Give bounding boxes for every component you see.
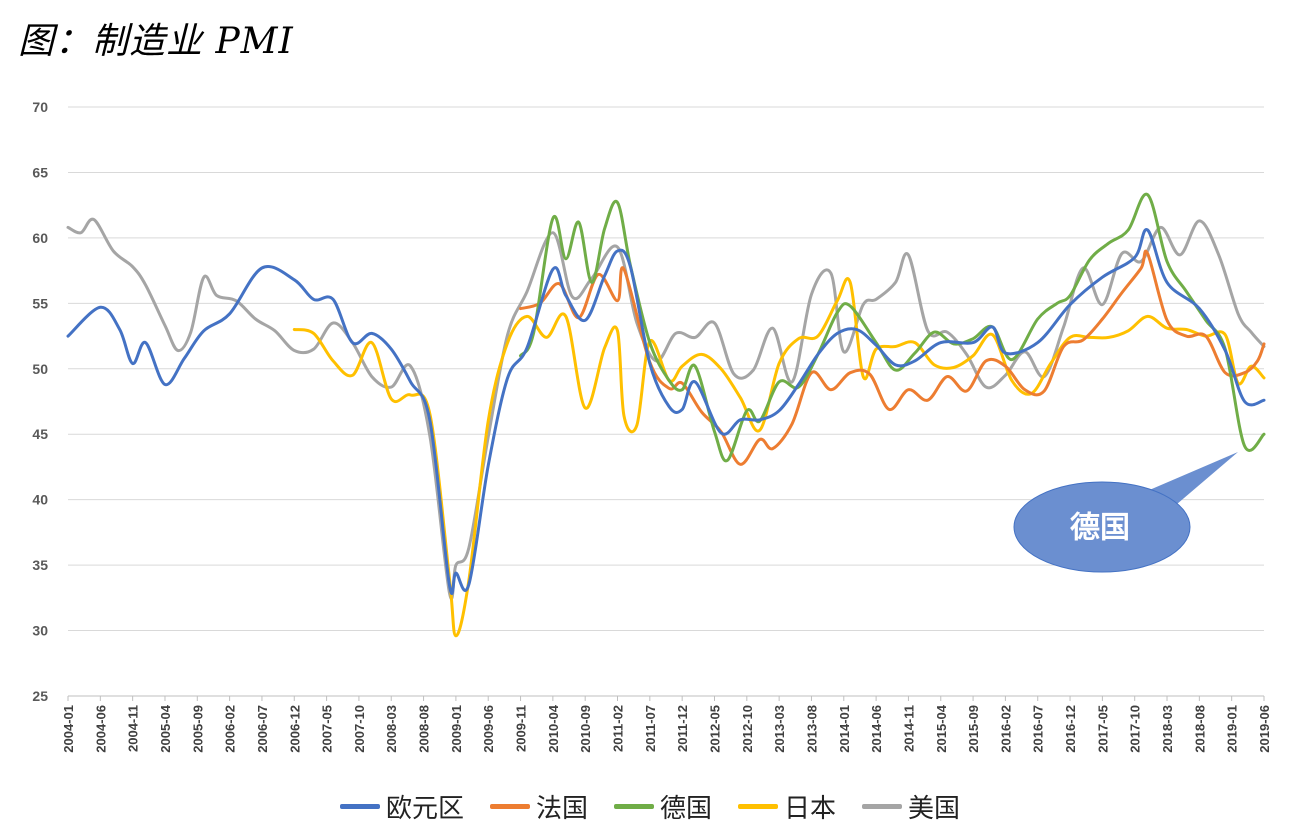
legend-item: 德国 <box>613 788 712 825</box>
legend-item: 欧元区 <box>339 788 464 825</box>
x-tick-label: 2007-10 <box>352 705 367 753</box>
y-tick-label: 25 <box>32 688 48 704</box>
y-tick-label: 35 <box>32 557 48 573</box>
y-tick-label: 70 <box>32 99 48 115</box>
legend-label: 美国 <box>908 794 961 824</box>
x-tick-label: 2011-07 <box>643 705 658 752</box>
series-line-1 <box>66 228 1266 595</box>
x-tick-label: 2005-04 <box>158 704 173 752</box>
x-tick-label: 2008-03 <box>384 705 399 753</box>
x-tick-label: 2015-04 <box>934 704 949 752</box>
y-tick-label: 60 <box>32 230 48 246</box>
legend-item: 日本 <box>738 788 836 825</box>
x-tick-label: 2018-08 <box>1192 705 1207 753</box>
x-tick-label: 2010-04 <box>546 704 561 752</box>
x-axis: 2004-01 2004-06 2004-11 2005-04 2005-09 2006-… <box>61 696 1272 753</box>
x-tick-label: 2014-11 <box>901 705 916 752</box>
y-tick-label: 30 <box>32 623 48 639</box>
x-tick-label: 2019-01 <box>1225 705 1240 753</box>
x-tick-label: 2016-12 <box>1063 705 1078 753</box>
x-tick-label: 2014-01 <box>837 705 852 753</box>
legend-swatch <box>862 804 903 809</box>
x-tick-label: 2013-03 <box>772 705 787 753</box>
x-tick-label: 2017-10 <box>1128 705 1143 753</box>
chart-title: 图：制造业 PMI <box>18 21 294 62</box>
x-tick-label: 2011-12 <box>675 705 690 752</box>
x-tick-label: 2012-05 <box>707 705 722 753</box>
x-tick-label: 2009-06 <box>481 705 496 753</box>
x-tick-label: 2019-06 <box>1257 705 1272 753</box>
x-tick-label: 2007-05 <box>320 705 335 753</box>
x-tick-label: 2018-03 <box>1160 705 1175 753</box>
x-tick-label: 2009-11 <box>514 705 529 752</box>
y-tick-label: 45 <box>32 426 48 442</box>
x-tick-label: 2008-08 <box>417 705 432 753</box>
x-tick-label: 2009-01 <box>449 705 464 753</box>
legend-label: 欧元区 <box>385 794 464 824</box>
y-tick-label: 65 <box>32 164 48 180</box>
gridlines <box>68 106 1264 697</box>
legend-swatch <box>339 804 380 809</box>
germany-callout: 德国 <box>1013 452 1238 573</box>
y-tick-label: 40 <box>32 492 48 508</box>
x-tick-label: 2006-12 <box>287 705 302 753</box>
legend-swatch <box>613 804 654 809</box>
legend-item: 美国 <box>862 788 960 825</box>
x-tick-label: 2016-07 <box>1031 705 1046 753</box>
legend-label: 法国 <box>535 794 588 824</box>
series-line-3 <box>519 192 1266 463</box>
legend-swatch <box>489 804 530 809</box>
x-tick-label: 2017-05 <box>1095 705 1110 753</box>
x-tick-label: 2013-08 <box>804 705 819 753</box>
x-tick-label: 2005-09 <box>190 705 205 753</box>
x-tick-label: 2012-10 <box>740 705 755 753</box>
x-tick-label: 2006-02 <box>223 705 238 753</box>
x-tick-label: 2004-01 <box>61 705 76 753</box>
series-line-4 <box>292 277 1266 638</box>
x-tick-label: 2006-07 <box>255 705 270 753</box>
x-tick-label: 2014-06 <box>869 705 884 753</box>
y-tick-label: 55 <box>32 295 48 311</box>
legend-label: 德国 <box>659 794 712 824</box>
legend-item: 法国 <box>489 788 588 825</box>
x-tick-label: 2015-09 <box>966 705 981 753</box>
series-lines <box>66 192 1266 638</box>
callout-bubble <box>1013 481 1191 573</box>
x-tick-label: 2004-11 <box>126 705 141 752</box>
y-axis: 25 30 35 40 45 50 55 60 65 70 <box>32 99 48 704</box>
legend-swatch <box>738 804 778 809</box>
x-tick-label: 2011-02 <box>611 705 626 752</box>
callout-label: 德国 <box>1070 511 1130 546</box>
x-tick-label: 2004-06 <box>93 705 108 753</box>
x-tick-label: 2010-09 <box>578 705 593 753</box>
y-tick-label: 50 <box>32 361 48 377</box>
chart-legend: 欧元区 法国 德国 日本 美国 <box>0 788 1300 825</box>
legend-label: 日本 <box>784 794 837 824</box>
x-tick-label: 2016-02 <box>998 705 1013 753</box>
